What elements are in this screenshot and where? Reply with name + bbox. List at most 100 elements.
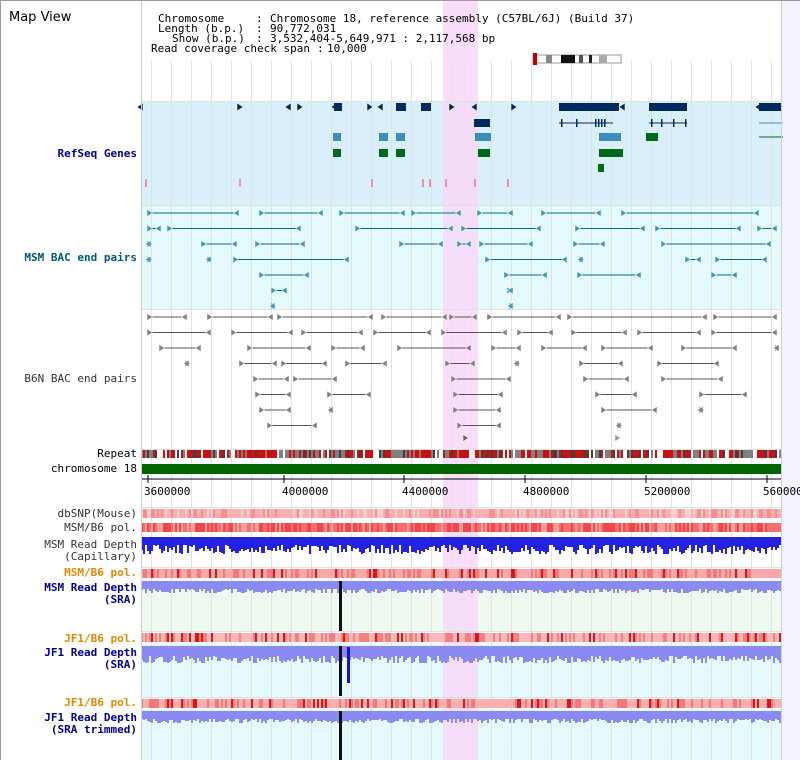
heat-cell bbox=[301, 569, 303, 578]
depth-bar bbox=[183, 581, 185, 589]
depth-bar bbox=[287, 581, 289, 591]
depth-bar bbox=[699, 646, 701, 659]
heat-cell bbox=[555, 699, 557, 708]
heat-cell bbox=[503, 699, 505, 708]
heat-cell bbox=[759, 523, 761, 532]
jf1-pol-2-label[interactable]: JF1/B6 pol. bbox=[64, 696, 137, 709]
jf1-pol-label[interactable]: JF1/B6 pol. bbox=[64, 632, 137, 645]
msm-depth-capillary-label[interactable]: MSM Read Depth (Capillary) bbox=[44, 538, 137, 563]
b6n-bac-label[interactable]: B6N BAC end pairs bbox=[24, 372, 137, 385]
depth-bar bbox=[345, 537, 347, 552]
heat-cell bbox=[517, 699, 519, 708]
heat-cell bbox=[249, 633, 251, 642]
heat-cell bbox=[313, 569, 315, 578]
depth-bar bbox=[765, 711, 767, 721]
heat-cell bbox=[705, 569, 707, 578]
heat-cell bbox=[227, 569, 229, 578]
bac-end-marker bbox=[441, 313, 448, 321]
heat-cell bbox=[387, 569, 389, 578]
heat-cell bbox=[671, 699, 673, 708]
depth-bar bbox=[567, 711, 569, 721]
heat-cell bbox=[249, 523, 251, 532]
heat-cell bbox=[267, 699, 269, 708]
heat-cell bbox=[159, 633, 161, 642]
depth-bar bbox=[165, 537, 167, 546]
heat-cell bbox=[177, 633, 179, 642]
heat-cell bbox=[167, 569, 169, 578]
heat-cell bbox=[387, 699, 389, 708]
depth-bar bbox=[517, 537, 519, 552]
depth-bar bbox=[399, 581, 401, 592]
span-label: Read coverage check span bbox=[151, 42, 310, 55]
heat-cell bbox=[273, 509, 275, 518]
heat-cell bbox=[487, 569, 489, 578]
msm-pol-label[interactable]: MSM/B6 pol. bbox=[64, 521, 137, 534]
depth-bar bbox=[653, 581, 655, 590]
heat-cell bbox=[535, 699, 537, 708]
heat-cell bbox=[205, 509, 207, 518]
heat-cell bbox=[379, 699, 381, 708]
gene-block bbox=[478, 149, 490, 157]
heat-cell bbox=[775, 509, 777, 518]
heat-cell bbox=[571, 633, 573, 642]
heat-cell bbox=[283, 633, 285, 642]
depth-bar bbox=[587, 581, 589, 590]
depth-bar bbox=[697, 537, 699, 552]
heat-cell bbox=[555, 569, 557, 578]
heat-cell bbox=[297, 523, 299, 532]
depth-bar bbox=[653, 646, 655, 657]
depth-bar bbox=[473, 711, 475, 719]
depth-bar bbox=[325, 711, 327, 721]
bac-end-marker bbox=[181, 313, 188, 321]
depth-bar bbox=[493, 581, 495, 590]
depth-bar bbox=[437, 711, 439, 720]
heat-cell bbox=[271, 633, 273, 642]
repeat-label[interactable]: Repeat bbox=[97, 447, 137, 460]
heat-cell bbox=[733, 699, 735, 708]
heat-cell bbox=[257, 523, 259, 532]
depth-bar bbox=[487, 646, 489, 659]
heat-cell bbox=[499, 633, 501, 642]
depth-bar bbox=[767, 711, 769, 723]
msm-depth-sra-label[interactable]: MSM Read Depth (SRA) bbox=[44, 581, 137, 606]
heat-cell bbox=[507, 569, 509, 578]
jf1-depth-sra-label[interactable]: JF1 Read Depth (SRA) bbox=[44, 646, 137, 671]
heat-cell bbox=[649, 699, 651, 708]
heat-cell bbox=[559, 633, 561, 642]
heat-cell bbox=[677, 699, 679, 708]
depth-bar bbox=[551, 581, 553, 592]
depth-bar bbox=[569, 581, 571, 592]
gene-marker bbox=[136, 102, 144, 112]
heat-cell bbox=[751, 523, 753, 532]
dbsnp-label[interactable]: dbSNP(Mouse) bbox=[57, 507, 137, 520]
heat-cell bbox=[551, 699, 553, 708]
heat-cell bbox=[293, 509, 295, 518]
chromosome-track-label[interactable]: chromosome 18 bbox=[50, 462, 137, 475]
show-colon: : bbox=[256, 32, 263, 45]
heat-cell bbox=[747, 633, 749, 642]
msm-pol-2-label[interactable]: MSM/B6 pol. bbox=[64, 566, 137, 579]
bac-end-marker bbox=[266, 421, 273, 430]
repeat-segment bbox=[501, 449, 503, 458]
heat-cell bbox=[279, 569, 281, 578]
heat-cell bbox=[251, 699, 253, 708]
depth-bar bbox=[553, 537, 555, 547]
repeat-segment bbox=[665, 449, 667, 458]
depth-bar bbox=[575, 537, 577, 554]
heat-cell bbox=[345, 569, 347, 578]
heat-cell bbox=[395, 569, 397, 578]
repeat-segment bbox=[439, 449, 441, 458]
heat-cell bbox=[521, 569, 523, 578]
depth-bar bbox=[477, 537, 479, 548]
depth-bar bbox=[313, 537, 315, 546]
msm-bac-label[interactable]: MSM BAC end pairs bbox=[24, 251, 137, 264]
heat-cell bbox=[531, 633, 533, 642]
bac-end-marker bbox=[515, 344, 522, 352]
depth-bar bbox=[491, 537, 493, 554]
jf1-depth-trimmed-label[interactable]: JF1 Read Depth (SRA trimmed) bbox=[44, 711, 137, 736]
refseq-genes-label[interactable]: RefSeq Genes bbox=[57, 147, 137, 160]
heat-cell bbox=[279, 633, 281, 642]
depth-bar bbox=[513, 537, 515, 552]
heat-cell bbox=[611, 569, 613, 578]
